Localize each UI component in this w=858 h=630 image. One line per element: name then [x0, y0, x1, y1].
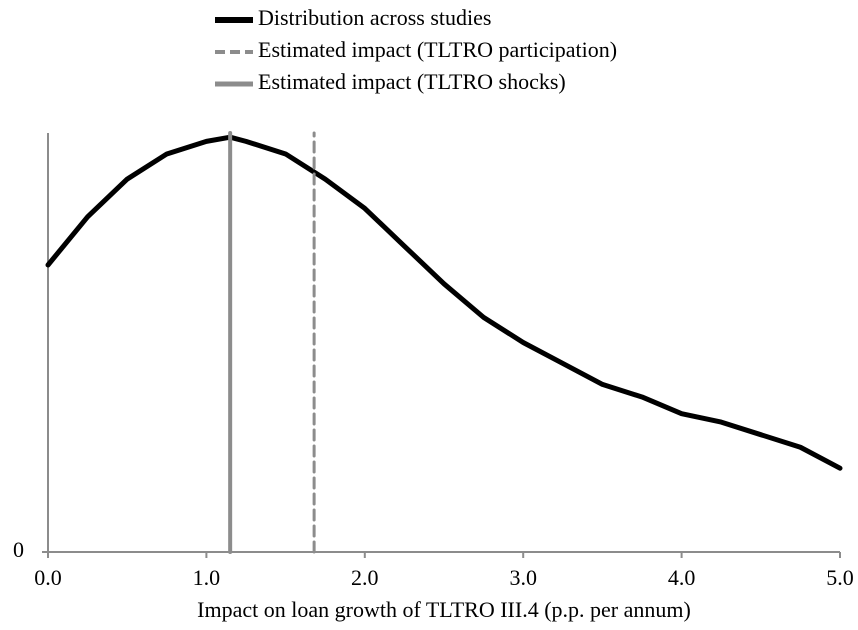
x-tick-label: 2.0	[351, 565, 379, 590]
legend-label: Estimated impact (TLTRO shocks)	[258, 69, 566, 94]
x-tick-label: 3.0	[509, 565, 537, 590]
legend-label: Distribution across studies	[258, 5, 491, 30]
x-tick-label: 1.0	[193, 565, 221, 590]
x-tick-label: 0.0	[34, 565, 62, 590]
series-line	[45, 134, 843, 471]
legend-label: Estimated impact (TLTRO participation)	[258, 37, 617, 62]
x-tick-label: 4.0	[668, 565, 696, 590]
y-tick-label: 0	[13, 537, 24, 562]
x-tick-label: 5.0	[826, 565, 854, 590]
x-axis-label: Impact on loan growth of TLTRO III.4 (p.…	[197, 597, 691, 622]
